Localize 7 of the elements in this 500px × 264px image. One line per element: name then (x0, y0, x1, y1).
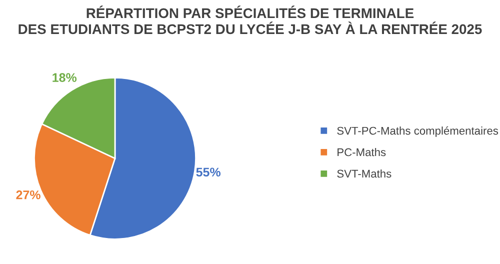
data-label: 18% (52, 73, 77, 82)
chart-title: RÉPARTITION PAR SPÉCIALITÉS DE TERMINALE DES ETUDIANTS DE BCPST2 DU LYCÉE J-B SAY À LA RENTRÉE 2025 (18, 6, 482, 34)
legend-label: PC-Maths (338, 148, 386, 156)
data-label: 27% (16, 190, 40, 200)
data-label: 55% (196, 168, 221, 177)
legend-label: SVT-Maths (337, 169, 392, 178)
legend-label: SVT-PC-Maths complémentaires (337, 126, 498, 137)
